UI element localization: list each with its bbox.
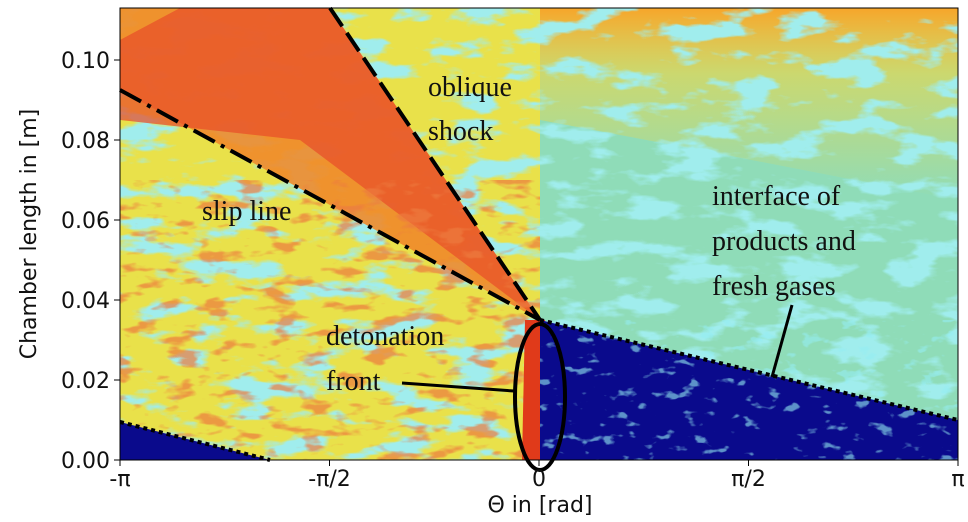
annotation: interface of (712, 181, 841, 212)
y-tick-label: 0.08 (61, 129, 110, 154)
y-tick-label: 0.04 (61, 289, 110, 314)
x-tick-label: 0 (532, 467, 546, 492)
x-tick-label: π/2 (731, 467, 766, 492)
annotation: detonation (326, 321, 444, 352)
y-tick-label: 0.00 (61, 449, 110, 474)
y-tick-label: 0.10 (61, 49, 110, 74)
y-tick-label: 0.06 (61, 209, 110, 234)
annotation: oblique (428, 72, 512, 103)
annotation: slip line (202, 196, 291, 227)
x-tick-label: -π/2 (308, 467, 351, 492)
y-tick-label: 0.02 (61, 369, 110, 394)
x-axis-label: Θ in [rad] (487, 493, 592, 518)
x-tick-label: π (951, 467, 964, 492)
annotation: shock (428, 116, 493, 147)
annotation: front (326, 366, 381, 397)
chart: oblique shock slip line interface of pro… (0, 0, 968, 522)
y-axis-label: Chamber length in [m] (17, 109, 42, 360)
x-tick-label: -π (109, 467, 130, 492)
annotation: fresh gases (712, 271, 836, 302)
annotation: products and (712, 226, 856, 257)
